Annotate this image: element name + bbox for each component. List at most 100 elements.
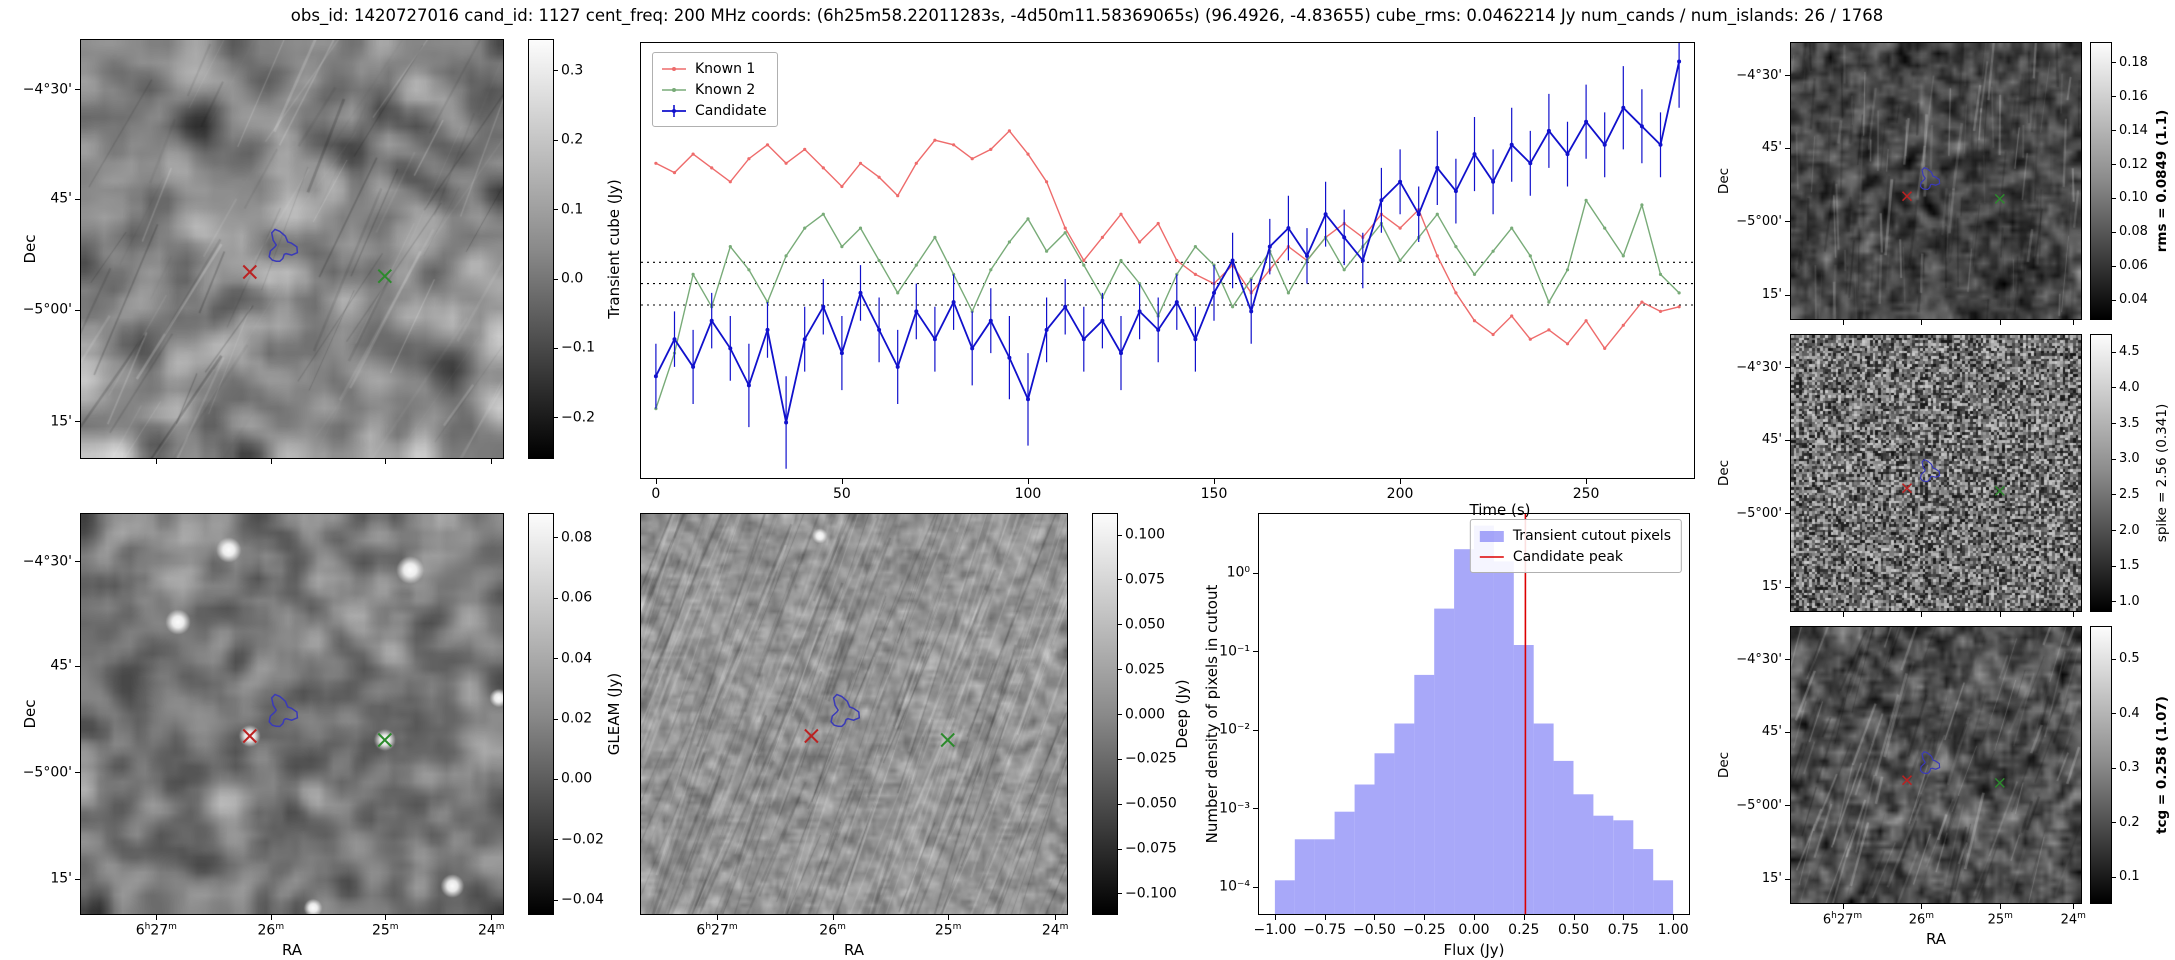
tick-mark — [2112, 494, 2116, 496]
histogram-bar — [1613, 820, 1634, 914]
transient-colorbar — [528, 39, 554, 459]
data-point — [1603, 226, 1607, 230]
density-tick-label: 10⁻³ — [1219, 800, 1250, 817]
tick-mark — [554, 347, 558, 349]
tcg-markers-overlay — [1901, 750, 2005, 788]
data-point — [1491, 249, 1495, 253]
known1-x-marker — [1901, 191, 1913, 202]
data-point — [803, 226, 807, 230]
data-point — [1621, 105, 1626, 110]
known1-x-marker — [1901, 775, 1913, 786]
gleam-markers-overlay — [242, 693, 393, 748]
legend-label: Candidate — [695, 102, 767, 119]
data-point — [1453, 189, 1458, 194]
data-point — [933, 235, 937, 239]
data-point — [1472, 272, 1477, 276]
data-point — [1398, 226, 1402, 230]
flux-tick-label: −0.25 — [1402, 922, 1446, 938]
data-point — [840, 245, 844, 249]
colorbar-tick-label: −0.075 — [1125, 840, 1177, 857]
rms-cutout-panel — [1790, 42, 2082, 320]
figure-title: obs_id: 1420727016 cand_id: 1127 cent_fr… — [290, 6, 1884, 25]
data-point — [1435, 165, 1440, 170]
colorbar-tick-label: 0.1 — [561, 201, 584, 218]
data-point — [691, 152, 695, 156]
tick-mark — [1055, 915, 1057, 920]
rms-colorbar-label: rms = 0.0849 (1.1) — [2154, 109, 2170, 253]
transient-colorbar-label: Transient cube (Jy) — [605, 179, 623, 319]
histogram-bar — [1653, 880, 1674, 914]
tick-mark — [554, 718, 558, 720]
data-point — [1026, 152, 1030, 156]
ra-tick-label: 26m — [257, 922, 285, 939]
data-point — [821, 212, 825, 216]
data-point — [1435, 254, 1439, 258]
dec-tick-label: −4°30' — [1736, 360, 1782, 376]
colorbar-tick-label: 3.0 — [2119, 451, 2140, 467]
data-point — [1230, 258, 1235, 263]
colorbar-tick-label: 0.3 — [561, 62, 584, 79]
tick-mark — [554, 778, 558, 780]
tick-mark — [2112, 658, 2116, 660]
tick-mark — [2112, 164, 2116, 166]
data-point — [1510, 314, 1514, 318]
data-point — [1286, 291, 1290, 295]
colorbar-tick-label: 0.050 — [1125, 616, 1166, 633]
tick-mark — [554, 139, 558, 141]
colorbar-tick-label: 0.18 — [2119, 55, 2148, 71]
data-point — [914, 161, 918, 165]
data-point — [1658, 309, 1663, 313]
data-point — [877, 327, 882, 332]
gleam-dec-axis-label: Dec — [21, 699, 39, 729]
data-point — [895, 364, 900, 369]
colorbar-tick-label: 0.12 — [2119, 156, 2148, 172]
flux-tick-label: −1.00 — [1253, 922, 1297, 938]
data-point — [1658, 142, 1663, 147]
density-tick-label: 10⁻⁴ — [1219, 878, 1250, 895]
data-point — [1249, 277, 1253, 281]
data-point — [1342, 235, 1347, 240]
data-point — [747, 268, 751, 272]
tick-mark — [717, 915, 719, 920]
time-tick-label: 200 — [1386, 486, 1414, 502]
histogram-bar — [1414, 674, 1435, 914]
histogram-bar — [1593, 815, 1614, 914]
data-point — [933, 138, 937, 142]
colorbar-tick-label: 0.00 — [561, 771, 593, 788]
transient-cutout-image — [81, 40, 503, 458]
known2-x-marker — [1994, 485, 2005, 496]
legend-item: Known 2 — [661, 79, 767, 100]
tick-mark — [1400, 479, 1402, 484]
colorbar-tick-label: 0.025 — [1125, 661, 1166, 678]
deep-ra-axis-label: RA — [843, 941, 865, 959]
tick-mark — [841, 479, 843, 484]
data-point — [1398, 179, 1403, 184]
flux-tick-label: 0.75 — [1607, 922, 1639, 938]
colorbar-tick-label: 0.16 — [2119, 88, 2148, 104]
dec-tick-label: 45' — [1761, 724, 1782, 740]
tick-mark — [655, 479, 657, 484]
tick-mark — [75, 772, 80, 774]
dec-tick-label: 15' — [50, 413, 72, 430]
deep-colorbar-label: Deep (Jy) — [1173, 679, 1191, 749]
data-point — [1603, 346, 1607, 350]
dec-tick-label: −4°30' — [1736, 652, 1782, 668]
data-point — [858, 226, 863, 230]
dec-tick-label: −4°30' — [1736, 68, 1782, 84]
tick-mark — [1842, 612, 1844, 617]
data-point — [1547, 300, 1551, 304]
data-point — [765, 327, 770, 332]
histogram-bar — [1493, 561, 1514, 914]
colorbar-tick-label: 1.0 — [2119, 593, 2140, 609]
gleam-colorbar-label: GLEAM (Jy) — [605, 672, 623, 756]
tick-mark — [156, 459, 158, 464]
data-point — [672, 171, 677, 175]
tick-mark — [1921, 904, 1923, 909]
data-point — [1138, 240, 1142, 244]
known1-x-marker — [242, 728, 258, 744]
colorbar-tick-label: 0.06 — [561, 589, 593, 606]
tick-mark — [1523, 915, 1525, 920]
dec-tick-label: 15' — [1761, 287, 1782, 303]
tick-mark — [75, 421, 80, 423]
